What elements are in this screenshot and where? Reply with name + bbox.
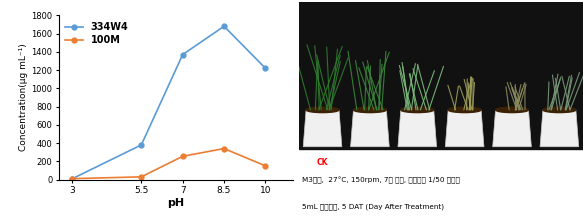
Text: 5mL 분무살포, 5 DAT (Day After Treatment): 5mL 분무살포, 5 DAT (Day After Treatment) (302, 204, 444, 210)
Text: 8.5: 8.5 (506, 158, 518, 167)
100M (69, 177, 76, 180)
Text: 5.5: 5.5 (411, 158, 423, 167)
Polygon shape (493, 110, 532, 147)
Text: M3배지,  27°C, 150rpm, 7일 배양, 배양여액 1/50 희석액: M3배지, 27°C, 150rpm, 7일 배양, 배양여액 1/50 희석액 (302, 177, 459, 184)
Text: pH 3: pH 3 (361, 158, 379, 167)
Ellipse shape (448, 107, 481, 113)
Ellipse shape (543, 107, 576, 113)
Y-axis label: Concentration(μg mL⁻¹): Concentration(μg mL⁻¹) (19, 44, 29, 151)
Line: 100M: 100M (70, 146, 268, 181)
Polygon shape (350, 110, 389, 147)
Polygon shape (398, 110, 437, 147)
Polygon shape (303, 110, 342, 147)
X-axis label: pH: pH (167, 198, 185, 208)
Line: 334W4: 334W4 (70, 24, 268, 181)
100M (220, 147, 227, 150)
Text: 7: 7 (462, 158, 467, 167)
334W4 (138, 144, 145, 146)
Ellipse shape (496, 107, 529, 113)
Ellipse shape (353, 107, 386, 113)
334W4 (69, 177, 76, 180)
Ellipse shape (401, 107, 434, 113)
Text: CK: CK (317, 158, 328, 167)
100M (262, 165, 269, 167)
334W4 (262, 67, 269, 70)
Ellipse shape (306, 107, 339, 113)
334W4 (179, 53, 186, 56)
Bar (299, 2, 583, 149)
100M (179, 155, 186, 158)
100M (138, 176, 145, 178)
Polygon shape (540, 110, 579, 147)
Legend: 334W4, 100M: 334W4, 100M (63, 20, 130, 47)
Polygon shape (445, 110, 484, 147)
Text: 10: 10 (554, 158, 564, 167)
334W4 (220, 25, 227, 28)
